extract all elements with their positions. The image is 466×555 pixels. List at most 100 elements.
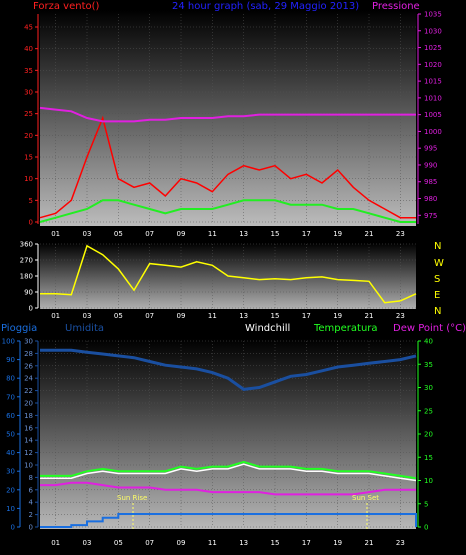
left-tick-label: 10 [24, 175, 33, 183]
wind-series-line [39, 115, 416, 219]
rain-tick-label: 60 [6, 412, 15, 420]
x-tick-label: 21 [365, 230, 374, 238]
humidity-tick-label: 14 [24, 437, 33, 445]
direction-tick-label: 270 [20, 257, 33, 265]
x-tick-label: 07 [145, 230, 154, 238]
x-tick-label: 07 [145, 312, 154, 320]
rain-tick-label: 40 [6, 449, 15, 457]
humidity-label: Umidita [65, 323, 104, 334]
left-tick-label: 40 [24, 45, 33, 53]
dewpoint-label: Dew Point (°C) [393, 323, 466, 334]
dir-letter-w: W [434, 258, 444, 269]
windchill-label: Windchill [245, 323, 290, 334]
x-tick-label: 09 [177, 312, 186, 320]
humidity-series-line [40, 348, 417, 391]
series-layer [39, 106, 417, 528]
panel3-background [40, 339, 416, 529]
direction-series-line [40, 244, 417, 304]
right-tick-label: 1005 [424, 111, 442, 119]
left-tick-label: 35 [24, 67, 33, 75]
direction-tick-label: 360 [20, 241, 33, 249]
humidity-tick-label: 28 [24, 350, 33, 358]
x-tick-label: 15 [271, 312, 280, 320]
temperature-label: Temperatura [313, 323, 378, 334]
humidity-tick-label: 18 [24, 412, 33, 420]
x-tick-label: 05 [114, 230, 123, 238]
x-tick-label: 03 [83, 230, 92, 238]
right-tick-label: 1010 [424, 94, 442, 102]
wind-average-series-line [39, 199, 416, 223]
right-tick-label: 980 [424, 195, 437, 203]
right-tick-label: 1015 [424, 78, 442, 86]
temperature-tick-label: 10 [424, 477, 433, 485]
x-tick-label: 21 [365, 539, 374, 547]
temperature-tick-label: 35 [424, 361, 433, 369]
direction-tick-label: 180 [20, 273, 33, 281]
right-tick-label: 995 [424, 145, 437, 153]
left-tick-label: 20 [24, 132, 33, 140]
left-tick-label: 0 [29, 219, 33, 227]
grid-layer [40, 14, 416, 528]
humidity-tick-label: 2 [29, 511, 33, 519]
x-tick-label: 17 [302, 312, 311, 320]
x-tick-label: 23 [396, 539, 405, 547]
panel1-background [40, 10, 416, 226]
humidity-tick-label: 22 [24, 387, 33, 395]
x-tick-label: 05 [114, 312, 123, 320]
humidity-tick-label: 30 [24, 338, 33, 346]
humidity-tick-label: 12 [24, 449, 33, 457]
x-tick-label: 21 [365, 312, 374, 320]
pressure-label: Pressione [372, 1, 420, 12]
sun-set-label: Sun Set [352, 494, 379, 502]
left-tick-label: 15 [24, 154, 33, 162]
right-tick-label: 1020 [424, 61, 442, 69]
x-tick-label: 05 [114, 539, 123, 547]
x-tick-label: 23 [396, 312, 405, 320]
x-tick-label: 03 [83, 312, 92, 320]
right-tick-label: 1035 [424, 11, 442, 19]
rain-series-line [40, 513, 417, 528]
humidity-tick-label: 24 [24, 375, 33, 383]
x-tick-label: 15 [271, 230, 280, 238]
right-tick-label: 1030 [424, 27, 442, 35]
rain-tick-label: 10 [6, 505, 15, 513]
temperature-tick-label: 20 [424, 431, 433, 439]
x-tick-label: 19 [333, 230, 342, 238]
temperature-tick-label: 40 [424, 338, 433, 346]
rain-tick-label: 20 [6, 486, 15, 494]
rain-tick-label: 30 [6, 468, 15, 476]
right-tick-label: 990 [424, 161, 437, 169]
humidity-tick-label: 10 [24, 462, 33, 470]
rain-tick-label: 80 [6, 375, 15, 383]
x-tick-label: 13 [239, 539, 248, 547]
humidity-tick-label: 6 [29, 486, 34, 494]
windchill-series-line [40, 463, 417, 482]
wind-force-label: Forza vento() [33, 1, 100, 12]
humidity-tick-label: 16 [24, 424, 33, 432]
x-tick-label: 17 [302, 539, 311, 547]
x-tick-label: 13 [239, 230, 248, 238]
dir-letter-e: E [434, 290, 440, 301]
rain-tick-label: 0 [11, 524, 15, 532]
temperature-tick-label: 5 [424, 500, 428, 508]
left-tick-label: 5 [29, 197, 33, 205]
dir-letter-n-top: N [434, 241, 441, 252]
temperature-series-line [40, 460, 417, 480]
sun-rise-label: Sun Rise [117, 494, 147, 502]
x-tick-label: 01 [51, 312, 60, 320]
right-tick-label: 975 [424, 212, 437, 220]
dewpoint-series-line [40, 481, 416, 496]
x-tick-label: 15 [271, 539, 280, 547]
rain-tick-label: 90 [6, 356, 15, 364]
x-tick-label: 01 [51, 539, 60, 547]
left-tick-label: 30 [24, 89, 33, 97]
humidity-tick-label: 26 [24, 362, 33, 370]
humidity-tick-label: 4 [29, 499, 34, 507]
direction-tick-label: 0 [29, 305, 33, 313]
x-tick-label: 09 [177, 230, 186, 238]
x-tick-label: 09 [177, 539, 186, 547]
chart-title: 24 hour graph (sab, 29 Maggio 2013) [172, 1, 359, 12]
